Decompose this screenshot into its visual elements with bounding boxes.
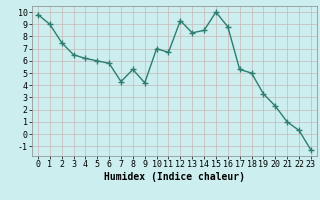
X-axis label: Humidex (Indice chaleur): Humidex (Indice chaleur) <box>104 172 245 182</box>
